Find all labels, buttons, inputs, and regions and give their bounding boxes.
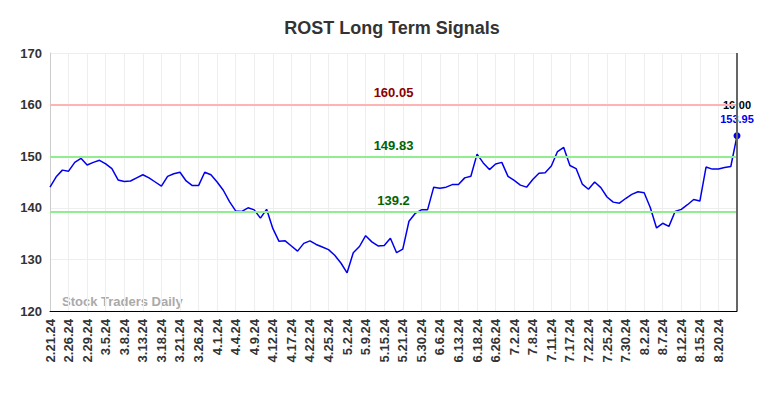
svg-text:8.2.24: 8.2.24 [637, 318, 652, 355]
svg-text:4.12.24: 4.12.24 [265, 318, 280, 362]
svg-text:3.21.24: 3.21.24 [172, 318, 187, 362]
svg-text:8.7.24: 8.7.24 [655, 318, 670, 355]
svg-text:3.26.24: 3.26.24 [191, 318, 206, 362]
svg-text:8.12.24: 8.12.24 [674, 318, 689, 362]
svg-text:7.8.24: 7.8.24 [525, 318, 540, 355]
svg-text:153.95: 153.95 [720, 113, 754, 126]
svg-text:Stock Traders Daily: Stock Traders Daily [62, 294, 183, 309]
svg-text:6.26.24: 6.26.24 [488, 318, 503, 362]
svg-text:8.20.24: 8.20.24 [711, 318, 726, 362]
svg-text:4.17.24: 4.17.24 [284, 318, 299, 362]
svg-text:3.18.24: 3.18.24 [154, 318, 169, 362]
svg-text:130: 130 [20, 252, 42, 267]
svg-text:4.4.24: 4.4.24 [228, 318, 243, 355]
svg-text:149.83: 149.83 [374, 138, 414, 153]
svg-text:3.13.24: 3.13.24 [135, 318, 150, 362]
svg-text:4.9.24: 4.9.24 [247, 318, 262, 355]
svg-text:140: 140 [20, 200, 42, 215]
svg-text:6.18.24: 6.18.24 [470, 318, 485, 362]
svg-text:120: 120 [20, 304, 42, 319]
svg-text:7.2.24: 7.2.24 [507, 318, 522, 355]
svg-text:5.30.24: 5.30.24 [414, 318, 429, 362]
svg-text:7.25.24: 7.25.24 [600, 318, 615, 362]
svg-text:160: 160 [20, 97, 42, 112]
svg-text:4.22.24: 4.22.24 [302, 318, 317, 362]
svg-text:170: 170 [20, 46, 42, 61]
svg-text:160.05: 160.05 [374, 85, 414, 100]
svg-text:7.22.24: 7.22.24 [581, 318, 596, 362]
svg-text:4.1.24: 4.1.24 [210, 318, 225, 355]
svg-text:4.25.24: 4.25.24 [321, 318, 336, 362]
svg-text:7.11.24: 7.11.24 [544, 318, 559, 361]
svg-text:5.21.24: 5.21.24 [395, 318, 410, 362]
svg-text:ROST Long Term Signals: ROST Long Term Signals [284, 18, 500, 38]
svg-text:6.13.24: 6.13.24 [451, 318, 466, 362]
svg-text:3.5.24: 3.5.24 [98, 318, 113, 355]
svg-text:7.30.24: 7.30.24 [618, 318, 633, 362]
svg-text:7.17.24: 7.17.24 [562, 318, 577, 362]
svg-text:2.29.24: 2.29.24 [80, 318, 95, 362]
svg-text:8.15.24: 8.15.24 [692, 318, 707, 362]
svg-text:5.15.24: 5.15.24 [377, 318, 392, 362]
svg-text:3.8.24: 3.8.24 [117, 318, 132, 355]
svg-text:150: 150 [20, 149, 42, 164]
svg-text:2.21.24: 2.21.24 [43, 318, 58, 362]
svg-text:6.6.24: 6.6.24 [432, 318, 447, 355]
svg-text:139.2: 139.2 [377, 193, 410, 208]
svg-text:5.2.24: 5.2.24 [340, 318, 355, 355]
svg-text:5.9.24: 5.9.24 [358, 318, 373, 355]
svg-text:2.26.24: 2.26.24 [61, 318, 76, 362]
